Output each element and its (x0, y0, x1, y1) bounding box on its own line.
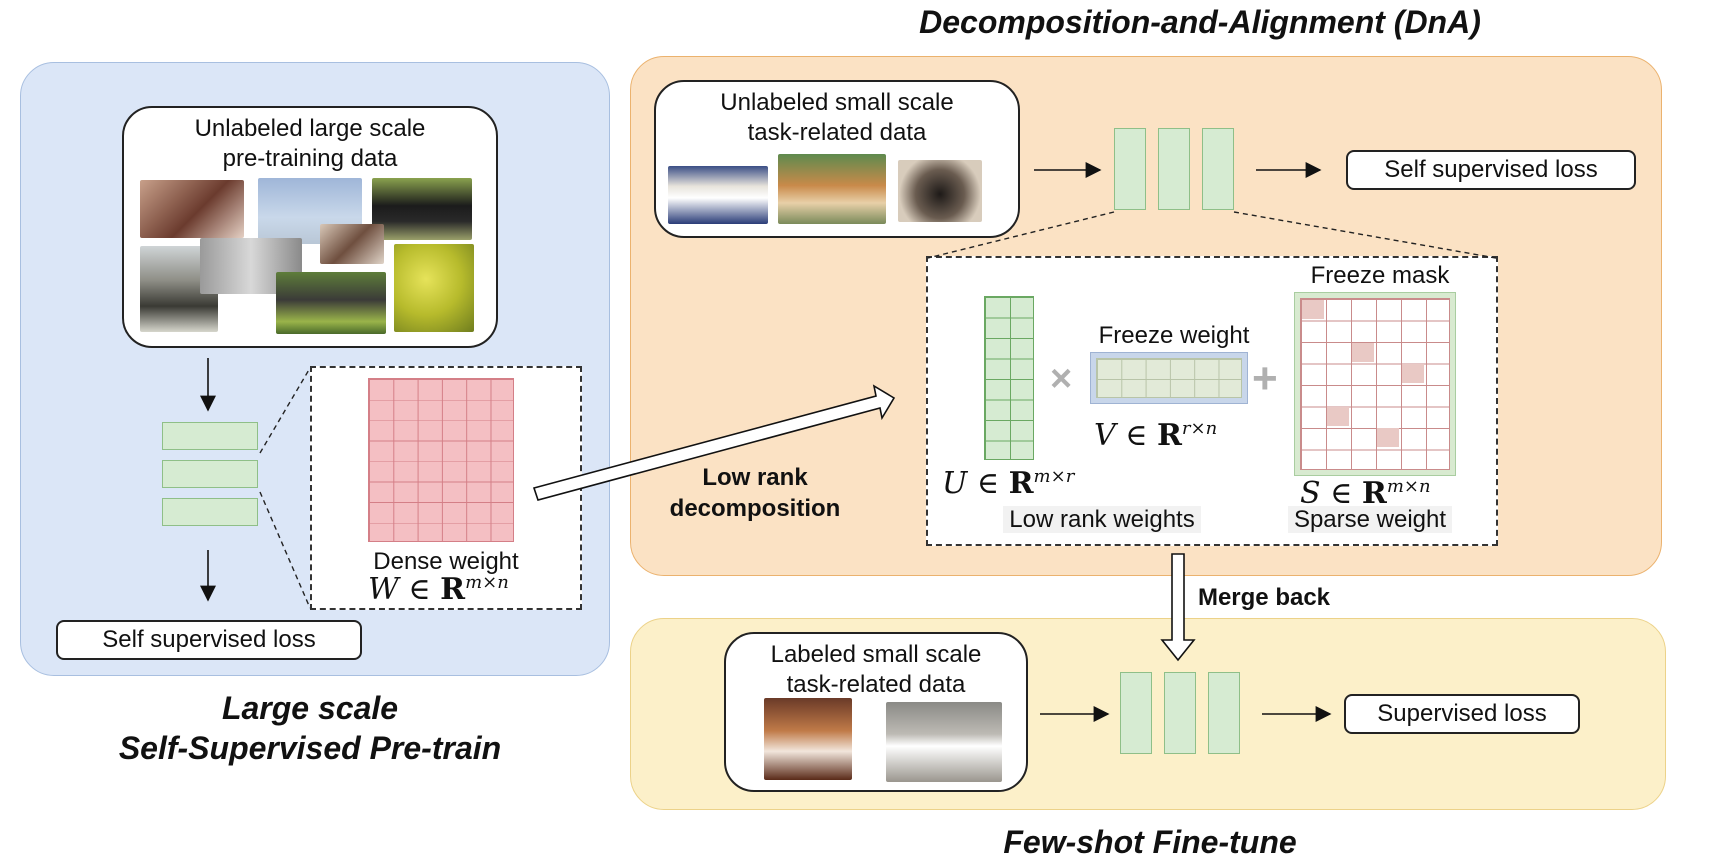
image-dalmatian (668, 166, 768, 224)
dna-layer-2 (1158, 128, 1190, 210)
w-rel: ∈ (408, 572, 431, 607)
finetune-caption-line2: task-related data (786, 671, 966, 698)
dna-caption-line2: task-related data (747, 119, 927, 146)
finetune-layer-1 (1120, 672, 1152, 754)
low-rank-line2: decomposition (669, 495, 841, 522)
low-rank-weights-text: Low rank weights (1003, 506, 1201, 533)
pretrain-title-line1: Large scale (221, 690, 399, 726)
image-black-dog (372, 178, 472, 240)
sparse-weight-text: Sparse weight (1287, 506, 1453, 533)
finetune-loss-box: Supervised loss (1344, 694, 1580, 734)
dna-data-caption: Unlabeled small scale task-related data (656, 88, 1018, 148)
pretrain-title-line2: Self-Supervised Pre-train (118, 730, 502, 766)
merge-back-label: Merge back (1197, 584, 1331, 611)
freeze-mask-label: Freeze mask (1310, 262, 1450, 289)
v-dims: r×n (1181, 418, 1218, 439)
v-matrix-grid (1096, 358, 1242, 398)
w-dims: m×n (465, 572, 509, 593)
pretrain-layer-2 (162, 460, 258, 488)
dense-weight-math: W ∈ Rm×n (368, 572, 509, 607)
u-rel: ∈ (976, 466, 1000, 501)
finetune-title: Few-shot Fine-tune (1003, 824, 1297, 860)
image-shiba (778, 154, 886, 224)
image-monkey (276, 272, 386, 334)
mask-cell (1377, 428, 1399, 447)
low-rank-hollow-arrow (532, 384, 896, 501)
pretrain-loss-box: Self supervised loss (56, 620, 362, 660)
image-flowers (394, 244, 474, 332)
v-matrix-math: V ∈ Rr×n (1094, 418, 1217, 453)
v-var: V (1094, 418, 1116, 453)
plus-icon: + (1252, 354, 1278, 403)
low-rank-decomposition-label: Low rank decomposition (640, 462, 870, 524)
freeze-weight-label: Freeze weight (1098, 322, 1250, 349)
pretrain-data-caption: Unlabeled large scale pre-training data (124, 114, 496, 174)
s-set: R (1361, 476, 1387, 511)
times-icon: × (1050, 358, 1073, 400)
s-var: S (1300, 476, 1321, 511)
u-var: U (942, 466, 968, 501)
s-rel: ∈ (1330, 476, 1353, 511)
s-dims: m×n (1386, 476, 1431, 497)
finetune-layer-3 (1208, 672, 1240, 754)
pretrain-caption-line2: pre-training data (222, 145, 398, 172)
u-dims: m×r (1033, 466, 1075, 487)
mask-cell (1402, 364, 1424, 383)
finetune-caption-line1: Labeled small scale (770, 641, 982, 668)
w-var: W (368, 572, 399, 607)
dna-layer-1 (1114, 128, 1146, 210)
low-rank-line1: Low rank (702, 464, 808, 491)
image-brown-dog (764, 698, 852, 780)
dna-caption-line1: Unlabeled small scale (720, 89, 954, 116)
sparse-weight-label: Sparse weight (1270, 506, 1470, 534)
dna-loss-box: Self supervised loss (1346, 150, 1636, 190)
mask-cell (1352, 343, 1374, 362)
dna-title: Decomposition-and-Alignment (DnA) (919, 4, 1481, 40)
dense-weight-label: Dense weight (373, 548, 519, 575)
s-matrix-grid (1300, 298, 1450, 470)
image-helmet (320, 224, 384, 264)
pretrain-layer-1 (162, 422, 258, 450)
w-set: R (440, 572, 466, 607)
image-spotted-dog (886, 702, 1002, 782)
finetune-layer-2 (1164, 672, 1196, 754)
merge-back-hollow-arrow (1160, 553, 1196, 662)
image-pug (898, 160, 982, 222)
mask-cell (1302, 300, 1324, 319)
image-holster (140, 180, 244, 238)
pretrain-title: Large scale Self-Supervised Pre-train (40, 688, 580, 768)
dense-weight-grid (368, 378, 514, 542)
u-matrix-math: U ∈ Rm×r (942, 466, 1074, 501)
low-rank-weights-label: Low rank weights (982, 506, 1222, 534)
pretrain-caption-line1: Unlabeled large scale (194, 115, 426, 142)
u-matrix-grid (984, 296, 1034, 460)
dna-layer-3 (1202, 128, 1234, 210)
v-rel: ∈ (1125, 418, 1148, 453)
s-matrix-math: S ∈ Rm×n (1300, 476, 1431, 511)
finetune-data-caption: Labeled small scale task-related data (726, 640, 1026, 700)
mask-cell (1327, 407, 1349, 426)
v-set: R (1156, 418, 1182, 453)
u-set: R (1008, 466, 1034, 501)
pretrain-layer-3 (162, 498, 258, 526)
